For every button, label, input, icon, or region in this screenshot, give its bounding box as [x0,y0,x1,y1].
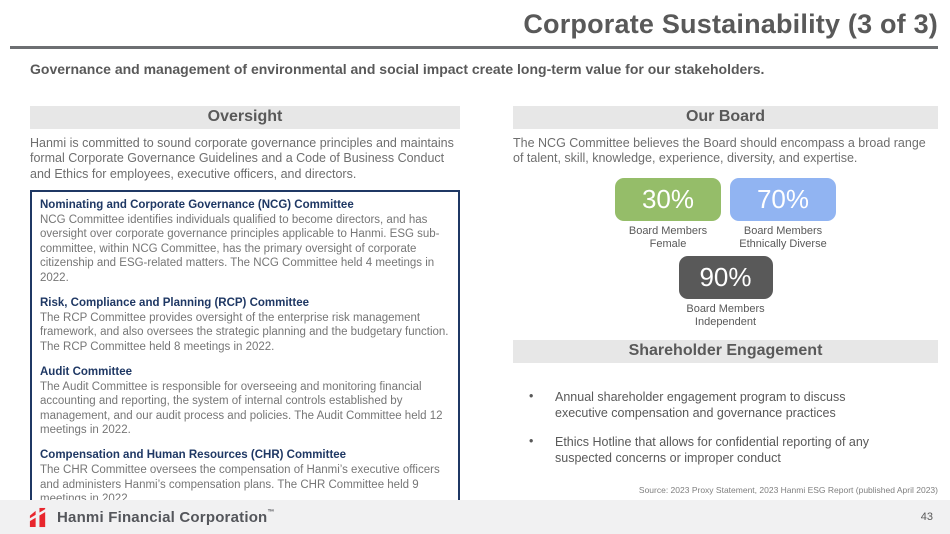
stat-value-badge: 90% [678,256,773,299]
our-board-heading: Our Board [513,106,938,129]
list-item: • Annual shareholder engagement program … [529,389,909,421]
oversight-intro: Hanmi is committed to sound corporate go… [30,136,454,181]
committee-audit: Audit Committee The Audit Committee is r… [40,365,450,437]
committee-body: The Audit Committee is responsible for o… [40,380,443,437]
list-item: • Ethics Hotline that allows for confide… [529,434,909,466]
committee-title: Compensation and Human Resources (CHR) C… [40,449,347,462]
our-board-intro: The NCG Committee believes the Board sho… [513,136,926,166]
stat-value-badge: 70% [730,178,836,221]
stat-ethnically-diverse: 70% Board Members Ethnically Diverse [730,178,836,252]
footer: Hanmi Financial Corporation™ 43 [0,500,950,534]
source-note: Source: 2023 Proxy Statement, 2023 Hanmi… [638,485,938,495]
bullet-text: Annual shareholder engagement program to… [555,390,846,420]
our-board-section: Our Board The NCG Committee believes the… [513,106,938,465]
title-divider [10,46,938,49]
committee-title: Audit Committee [40,366,132,378]
stat-label: Board Members Ethnically Diverse [739,225,827,251]
bullet-icon: • [529,389,534,403]
oversight-heading: Oversight [30,106,460,129]
company-name: Hanmi Financial Corporation™ [57,508,275,526]
shareholder-engagement-heading: Shareholder Engagement [513,340,938,363]
oversight-section: Oversight Hanmi is committed to sound co… [30,106,460,516]
committee-title: Risk, Compliance and Planning (RCP) Comm… [40,296,310,309]
committee-chr: Compensation and Human Resources (CHR) C… [40,448,450,506]
committees-box: Nominating and Corporate Governance (NCG… [30,190,460,516]
stat-label: Board Members Female [628,225,708,251]
page-number: 43 [920,511,933,523]
bullet-icon: • [529,434,534,448]
stat-value-badge: 30% [615,178,721,221]
trademark-mark: ™ [267,508,275,516]
committee-body: The RCP Committee provides oversight of … [40,311,449,353]
committee-body: NCG Committee identifies individuals qua… [40,214,440,284]
committee-title: Nominating and Corporate Governance (NCG… [40,199,354,212]
committee-rcp: Risk, Compliance and Planning (RCP) Comm… [40,296,450,354]
stat-label: Board Members Independent [686,303,765,329]
stat-independent: 90% Board Members Independent [673,256,779,330]
stat-female: 30% Board Members Female [615,178,721,252]
shareholder-engagement-bullets: • Annual shareholder engagement program … [529,389,909,479]
page-title: Corporate Sustainability (3 of 3) [523,9,938,39]
bullet-text: Ethics Hotline that allows for confident… [555,435,870,465]
committee-ncg: Nominating and Corporate Governance (NCG… [40,198,450,285]
slide-subtitle: Governance and management of environment… [30,61,765,77]
hanmi-logo-icon [28,507,49,527]
board-stats-row: 30% Board Members Female 70% Board Membe… [513,178,938,252]
board-stats-row-2: 90% Board Members Independent [513,256,938,330]
